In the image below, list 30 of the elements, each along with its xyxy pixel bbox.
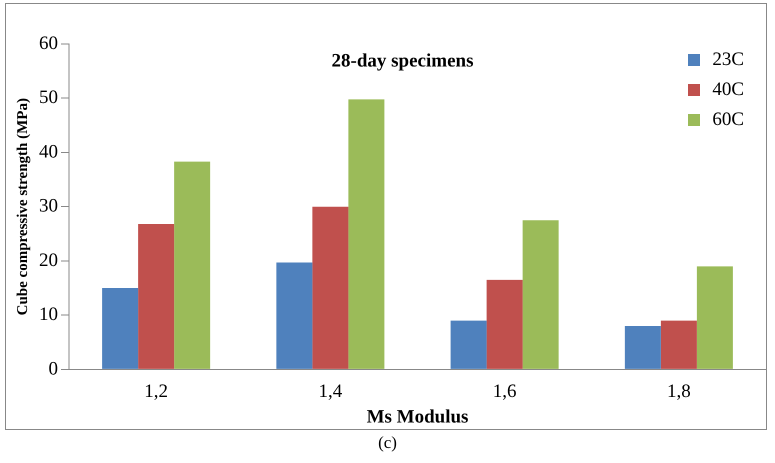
bar bbox=[276, 262, 312, 369]
x-tick-label: 1,8 bbox=[667, 380, 691, 402]
text: (c) bbox=[377, 433, 398, 453]
bar bbox=[522, 220, 559, 369]
y-tick-label: 60 bbox=[39, 32, 58, 54]
bar bbox=[696, 266, 733, 369]
x-axis-title: Ms Modulus bbox=[366, 406, 468, 428]
bar bbox=[174, 162, 210, 369]
legend-label: 60C bbox=[712, 109, 744, 131]
bar bbox=[312, 206, 348, 369]
y-tick-label: 0 bbox=[48, 358, 58, 380]
y-tick-label: 50 bbox=[39, 87, 58, 108]
y-tick-label: 20 bbox=[39, 250, 58, 271]
bar bbox=[624, 326, 661, 369]
legend-label: 23C bbox=[712, 49, 744, 71]
bar bbox=[450, 320, 487, 369]
chart-title: 28-day specimens bbox=[332, 50, 474, 72]
bar bbox=[102, 288, 138, 369]
bar bbox=[486, 280, 523, 369]
y-axis-title: Cube compressive strength (MPa) bbox=[14, 98, 31, 316]
bar bbox=[660, 320, 697, 369]
y-tick-label: 40 bbox=[39, 141, 58, 162]
x-tick-label: 1,4 bbox=[318, 380, 343, 402]
x-tick-label: 1,2 bbox=[144, 380, 168, 402]
legend-label: 40C bbox=[712, 79, 744, 101]
x-tick-label: 1,6 bbox=[492, 380, 516, 402]
y-tick-label: 30 bbox=[39, 196, 58, 217]
bar bbox=[348, 99, 384, 369]
bar bbox=[138, 224, 174, 369]
y-tick-label: 10 bbox=[39, 304, 58, 326]
